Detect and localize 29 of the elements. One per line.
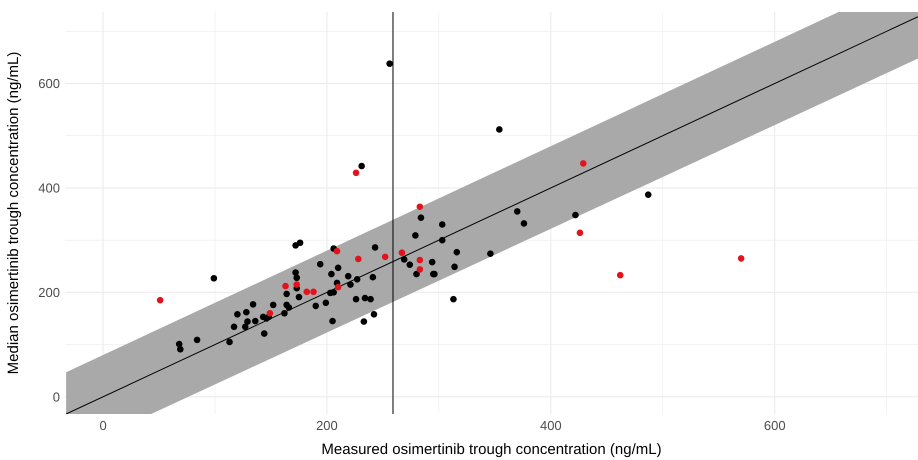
point (266, 310, 274, 317)
y-tick-label: 600 (38, 76, 60, 92)
y-axis-title: Median osimertinib trough concentration (ng/mL) (5, 52, 22, 374)
point (616, 272, 624, 278)
point (156, 296, 164, 304)
point (382, 254, 388, 260)
point (304, 288, 310, 296)
y-tick-label: 400 (38, 180, 60, 196)
x-tick-label: 0 (99, 418, 107, 433)
point (293, 281, 300, 288)
point (352, 170, 360, 176)
x-tick-label: 400 (540, 418, 562, 433)
point (282, 282, 289, 290)
point (580, 160, 587, 167)
point (738, 255, 744, 262)
y-tick-label: 200 (38, 284, 60, 300)
point (310, 288, 317, 296)
point (576, 230, 584, 236)
x-tick-label: 600 (764, 418, 786, 433)
point (334, 284, 342, 290)
point (416, 256, 424, 264)
point (398, 249, 406, 256)
point (334, 248, 340, 254)
point (416, 203, 424, 210)
point (416, 266, 424, 273)
x-axis-title: Measured osimertinib trough concentration (ng/mL) (321, 441, 662, 458)
point (355, 256, 362, 262)
x-tick-label: 200 (316, 418, 338, 433)
y-tick-label: 0 (52, 389, 60, 404)
